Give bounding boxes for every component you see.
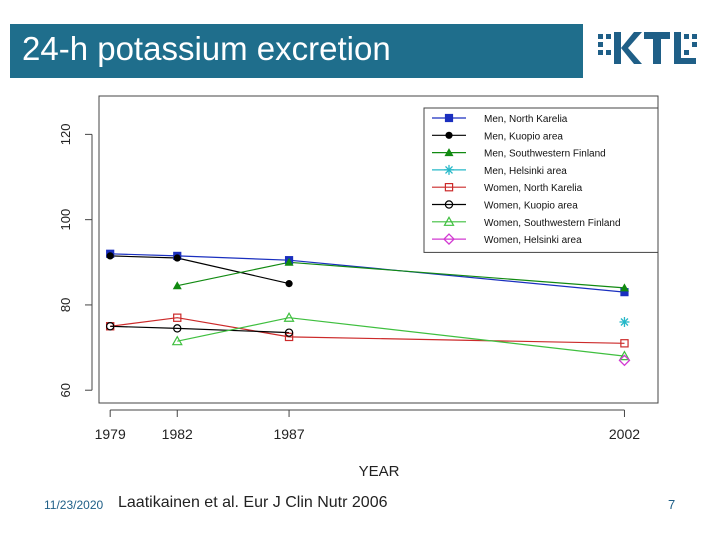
title-bar — [10, 24, 583, 78]
ktl-logo-icon — [598, 32, 697, 64]
legend-box — [423, 107, 659, 253]
data-point — [172, 281, 182, 290]
legend-label: Men, Helsinki area — [484, 166, 567, 177]
footer-date: 11/23/2020 — [44, 498, 104, 512]
data-point — [619, 283, 629, 292]
data-point — [283, 311, 295, 322]
data-point — [284, 328, 294, 337]
y-tick-label: 60 — [58, 383, 73, 397]
data-point — [618, 350, 630, 361]
x-tick-label: 1987 — [273, 426, 304, 442]
legend-marker — [444, 183, 454, 192]
data-point — [105, 322, 115, 331]
x-tick-label: 1979 — [95, 426, 126, 442]
data-point — [284, 257, 294, 266]
title-underline — [10, 72, 583, 75]
series-line — [177, 261, 625, 289]
data-point — [285, 280, 293, 288]
series-line — [110, 317, 625, 344]
legend-label: Men, Southwestern Finland — [484, 149, 606, 160]
series-line — [177, 317, 625, 357]
data-point — [284, 332, 294, 342]
legend-label: Men, North Karelia — [484, 114, 568, 125]
legend-marker — [444, 148, 454, 157]
series-line — [110, 253, 625, 293]
legend-marker — [445, 131, 453, 139]
legend-marker — [443, 216, 455, 226]
page-number: 7 — [668, 497, 676, 512]
y-tick-label: 120 — [58, 124, 73, 146]
legend-label: Women, Helsinki area — [484, 235, 582, 246]
x-axis-label: YEAR — [359, 463, 400, 480]
series-line — [110, 255, 290, 285]
data-point — [620, 339, 629, 348]
legend-marker — [444, 113, 454, 123]
legend-label: Men, Kuopio area — [484, 131, 563, 142]
legend-marker — [444, 164, 454, 175]
data-point — [173, 313, 182, 322]
y-tick-label: 80 — [58, 298, 73, 312]
series-line — [110, 325, 290, 334]
data-point — [171, 335, 183, 346]
legend-marker — [444, 200, 454, 209]
legend-label: Women, Kuopio area — [484, 201, 578, 212]
footer-reference: Laatikainen et al. Eur J Clin Nutr 2006 — [118, 494, 388, 511]
legend-label: Women, Southwestern Finland — [484, 218, 621, 229]
legend-label: Women, North Karelia — [484, 183, 583, 194]
data-point — [619, 316, 630, 327]
data-point — [106, 252, 114, 260]
legend-marker — [443, 233, 455, 246]
data-point — [618, 354, 631, 367]
y-tick-label: 100 — [58, 209, 73, 231]
data-point — [173, 324, 182, 333]
x-tick-label: 1982 — [162, 426, 193, 442]
x-tick-label: 2002 — [609, 426, 640, 442]
slide-title: 24-h potassium excretion — [22, 30, 391, 67]
data-point — [173, 254, 181, 262]
